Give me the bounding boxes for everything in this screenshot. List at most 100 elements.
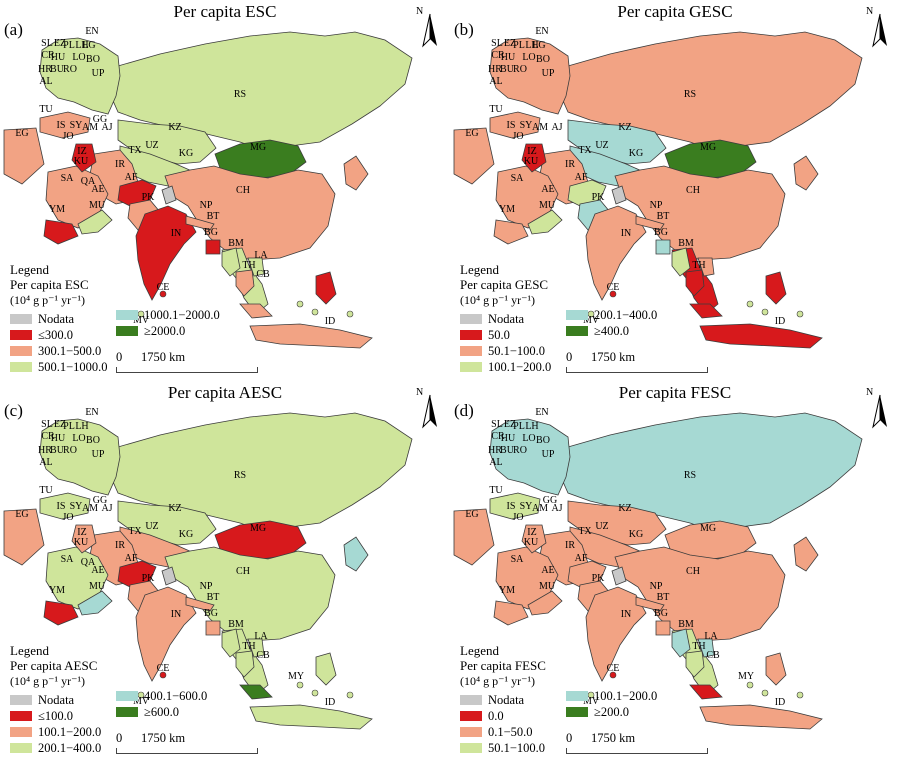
panel-title: Per capita GESC — [617, 2, 733, 21]
legend-swatch — [10, 362, 32, 372]
island-marker — [796, 310, 804, 318]
legend-label: 1000.1−2000.0 — [144, 308, 220, 322]
region-in — [585, 586, 647, 682]
country-label-in: IN — [621, 228, 632, 239]
map-legend: Legend Per capita FESC (10⁴ g p⁻¹ yr⁻¹) Nod… — [456, 643, 756, 761]
region-eg — [453, 127, 495, 185]
country-label-lh: LH — [525, 421, 538, 432]
scale-bar: 0 1750 km — [116, 731, 266, 755]
island-marker — [311, 308, 319, 316]
country-label-cr: CR — [41, 50, 55, 61]
country-label-lh: LH — [75, 421, 88, 432]
legend-label: ≥600.0 — [144, 705, 179, 719]
legend-swatch — [460, 711, 482, 721]
panel-title: Per capita AESC — [167, 383, 283, 402]
legend-swatch — [116, 326, 138, 336]
region-id — [699, 323, 823, 349]
country-label-ku: KU — [524, 156, 539, 167]
country-label-mg: MG — [250, 142, 266, 153]
region-rs — [109, 31, 413, 151]
legend-swatch — [10, 727, 32, 737]
country-label-bm: BM — [678, 619, 694, 630]
country-label-cr: CR — [491, 50, 505, 61]
island-marker — [346, 310, 354, 318]
north-arrow-icon: N — [862, 387, 888, 435]
country-label-iz: IZ — [77, 527, 86, 538]
scale-line — [116, 748, 258, 754]
legend-unit: (10⁴ g p⁻¹ yr⁻¹) — [460, 293, 536, 307]
region-eg — [453, 508, 495, 566]
region-th — [235, 650, 255, 678]
panel-title: Per capita ESC — [173, 2, 277, 21]
legend-swatch — [460, 314, 482, 324]
country-label-al: AL — [39, 457, 52, 468]
country-label-af: AF — [575, 553, 588, 564]
island-marker — [746, 681, 754, 689]
legend-swatch — [10, 695, 32, 705]
country-label-tx: TX — [578, 526, 592, 537]
region-ml — [239, 303, 273, 319]
country-label-al: AL — [39, 76, 52, 87]
region-rs — [109, 412, 413, 532]
scale-bar: 0 1750 km — [116, 350, 266, 374]
country-label-gg: GG — [93, 495, 107, 506]
region-eg — [3, 127, 45, 185]
country-label-uz: UZ — [145, 521, 158, 532]
island-marker — [137, 691, 145, 699]
island-marker — [587, 310, 595, 318]
country-label-bu: BU — [500, 445, 515, 456]
region-rs — [559, 31, 863, 151]
country-label-np: NP — [650, 200, 663, 211]
region-ph — [315, 271, 337, 305]
north-label: N — [866, 387, 874, 398]
region-in — [135, 205, 197, 301]
country-label-jo: JO — [62, 512, 73, 523]
region-tu — [489, 111, 541, 139]
region-ja — [343, 155, 369, 191]
island-marker — [346, 691, 354, 699]
country-label-ku: KU — [74, 537, 89, 548]
country-label-th: TH — [242, 260, 255, 271]
country-label-pl: PL — [513, 421, 525, 432]
country-label-up: UP — [542, 68, 555, 79]
country-label-bo: BO — [86, 54, 100, 65]
legend-title: Legend — [460, 262, 499, 277]
legend-label: 200.1−400.0 — [594, 308, 658, 322]
country-label-al: AL — [489, 457, 502, 468]
legend-label: 100.1−200.0 — [38, 725, 102, 739]
country-label-sl: SL — [41, 38, 53, 49]
country-label-hr: HR — [488, 64, 502, 75]
legend-label: 0.0 — [488, 709, 504, 723]
region-eu — [489, 418, 571, 496]
country-label-uz: UZ — [145, 140, 158, 151]
country-label-la: LA — [254, 250, 268, 261]
country-label-cb: CB — [706, 650, 720, 661]
region-tu — [39, 111, 91, 139]
country-label-is: IS — [507, 501, 516, 512]
legend-unit: (10⁴ g p⁻¹ yr⁻¹) — [10, 674, 86, 688]
country-label-pl: PL — [63, 40, 75, 51]
country-label-bg: BG — [654, 227, 668, 238]
country-label-lg: LG — [532, 40, 545, 51]
country-label-sa: SA — [61, 554, 75, 565]
country-label-sa: SA — [511, 173, 525, 184]
country-label-mu: MU — [539, 200, 556, 211]
region-eg — [3, 508, 45, 566]
country-label-mv: MV — [583, 696, 600, 707]
country-label-pk: PK — [142, 192, 156, 203]
country-label-ch: CH — [686, 185, 700, 196]
country-label-tu: TU — [489, 485, 503, 496]
country-label-mv: MV — [133, 696, 150, 707]
country-label-rs: RS — [684, 470, 696, 481]
country-label-ce: CE — [607, 663, 620, 674]
region-bg — [655, 239, 671, 255]
region-ja — [793, 536, 819, 572]
scale-label: 0 1750 km — [116, 350, 186, 364]
island-marker — [159, 671, 167, 679]
region-om — [77, 209, 113, 235]
region-bg — [205, 239, 221, 255]
legend-swatch — [566, 326, 588, 336]
region-th — [235, 269, 255, 297]
country-label-ro: RO — [513, 64, 527, 75]
